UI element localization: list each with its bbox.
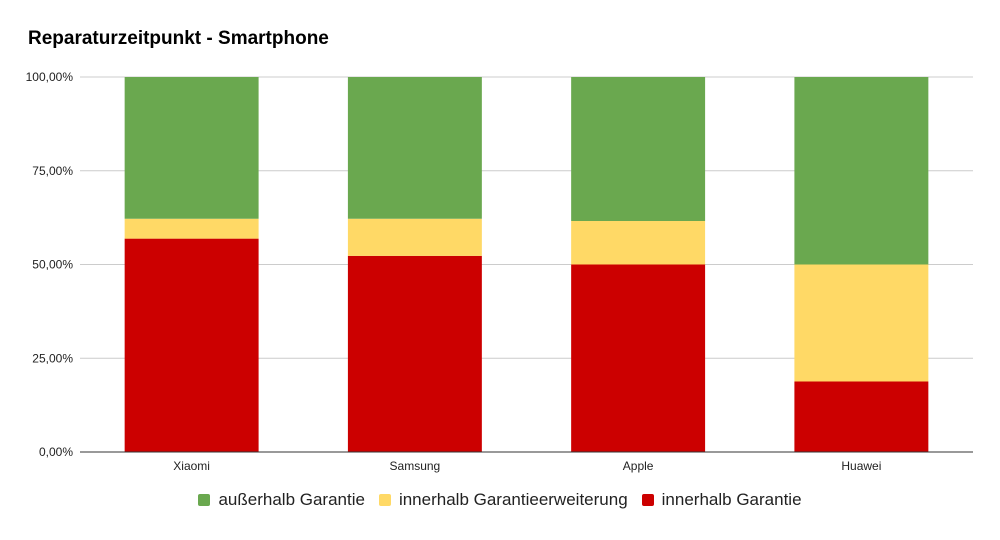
bar-segment xyxy=(571,264,706,452)
legend-item: innerhalb Garantie xyxy=(641,490,802,510)
bar-segment xyxy=(124,238,259,452)
bar-segment xyxy=(794,381,929,452)
bar-segment xyxy=(794,77,929,265)
x-tick-label: Xiaomi xyxy=(173,459,210,473)
legend-swatch xyxy=(198,494,211,506)
legend-label: innerhalb Garantie xyxy=(661,490,802,509)
bar-segment xyxy=(794,264,929,382)
legend-swatch xyxy=(641,494,654,506)
chart-legend: außerhalb Garantie innerhalb Garantieerwe… xyxy=(0,490,1000,510)
y-tick-label: 75,00% xyxy=(32,164,73,178)
legend-item: außerhalb Garantie xyxy=(198,490,365,510)
bar-segment xyxy=(347,255,482,452)
bar-segment xyxy=(571,77,706,221)
x-tick-label: Samsung xyxy=(390,459,441,473)
bar-segment xyxy=(124,218,259,239)
y-tick-label: 0,00% xyxy=(39,445,73,459)
bar-segment xyxy=(571,221,706,265)
legend-label: außerhalb Garantie xyxy=(218,490,365,509)
bar-segment xyxy=(347,218,482,256)
y-tick-label: 50,00% xyxy=(32,258,73,272)
bar-series xyxy=(124,77,929,452)
x-tick-label: Apple xyxy=(623,459,654,473)
bar-segment xyxy=(347,77,482,219)
x-tick-label: Huawei xyxy=(841,459,881,473)
legend-swatch xyxy=(378,494,391,506)
y-tick-label: 25,00% xyxy=(32,351,73,365)
legend-item: innerhalb Garantieerweiterung xyxy=(378,490,628,510)
legend-label: innerhalb Garantieerweiterung xyxy=(398,490,628,509)
chart-title: Reparaturzeitpunkt - Smartphone xyxy=(28,28,329,49)
axis-labels: 0,00% 25,00% 50,00% 75,00% 100,00% Xiaomi Sams… xyxy=(26,70,973,473)
bar-segment xyxy=(124,77,259,219)
y-tick-label: 100,00% xyxy=(26,70,74,84)
